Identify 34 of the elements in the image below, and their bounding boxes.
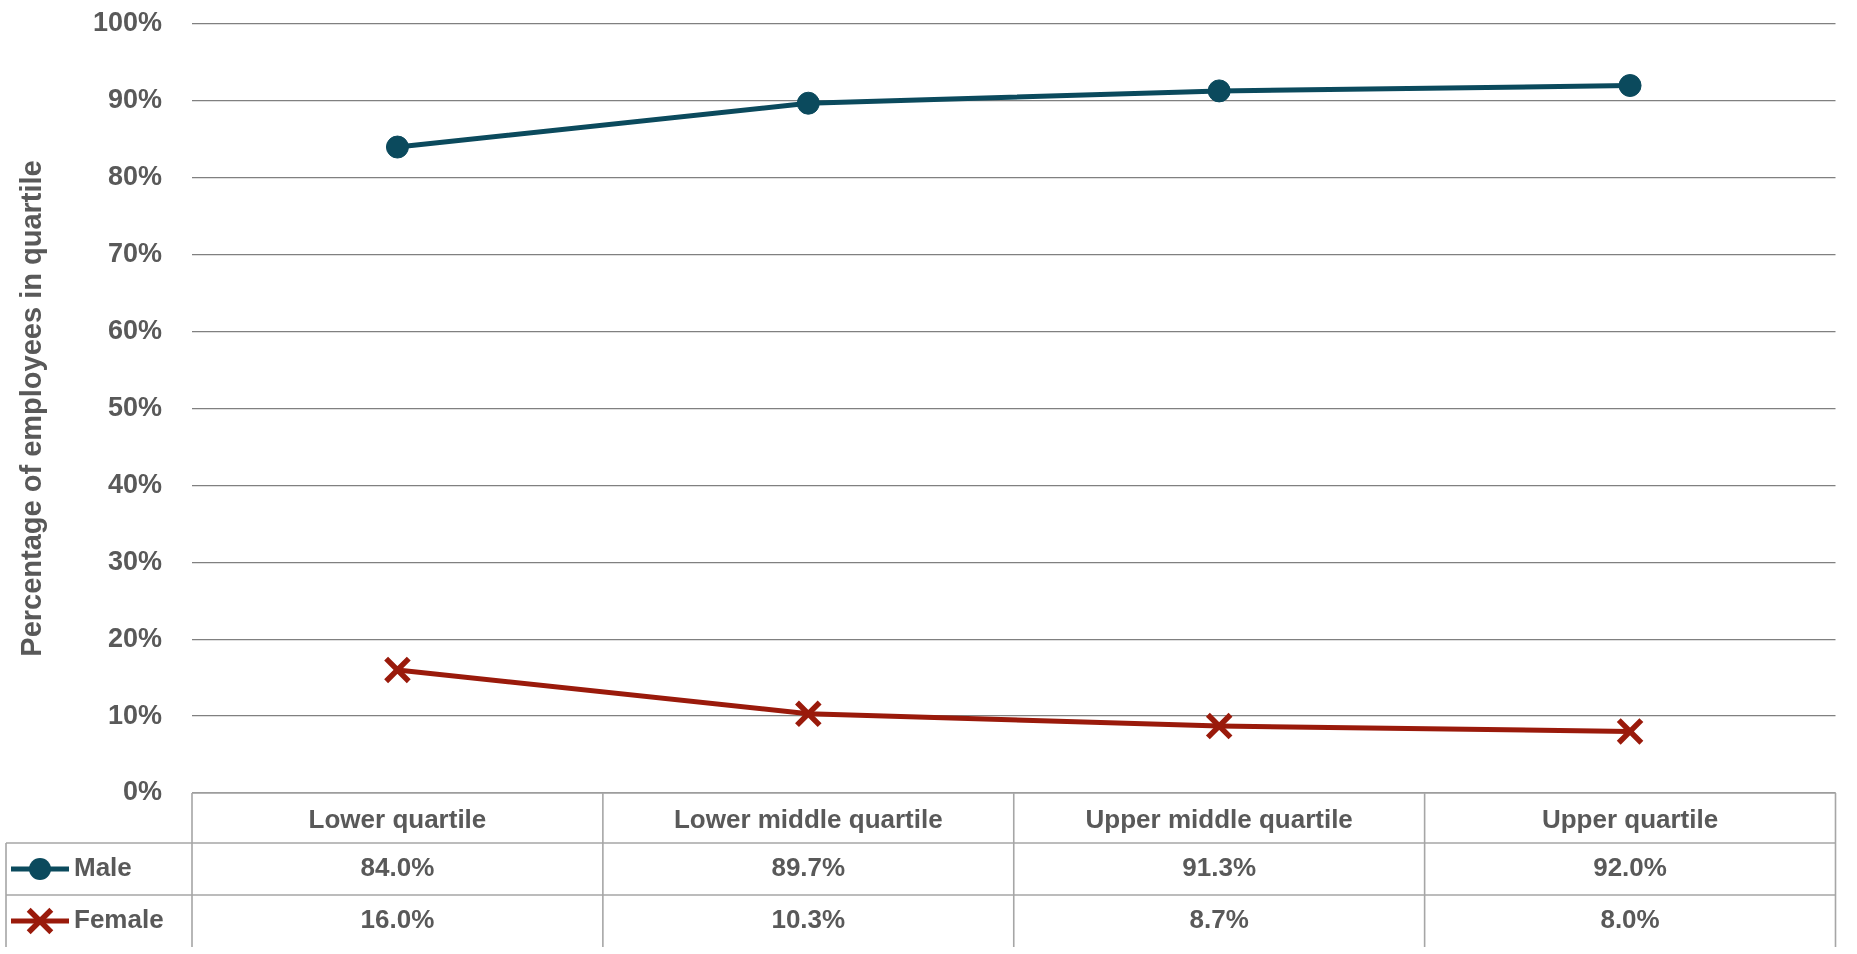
- legend-label: Male: [74, 852, 132, 883]
- point: [385, 135, 409, 159]
- data-label: 16.0%: [360, 904, 435, 935]
- data-label: 10.3%: [771, 904, 846, 935]
- y-tick-label: 10%: [107, 699, 162, 730]
- x-tick-label: Lower quartile: [308, 803, 487, 834]
- data-label: 8.0%: [1600, 904, 1660, 935]
- data-label: 84.0%: [360, 852, 435, 883]
- point: [1618, 74, 1642, 98]
- point: [1207, 79, 1231, 103]
- point: [1616, 717, 1645, 746]
- point: [794, 699, 823, 728]
- y-tick-label: 60%: [107, 315, 162, 346]
- y-tick-label: 40%: [107, 468, 162, 499]
- x-tick-label: Lower middle quartile: [673, 803, 943, 834]
- y-tick-label: 80%: [107, 161, 162, 192]
- y-axis-title: Percentage of employees in quartile: [15, 160, 48, 657]
- x-tick-label: Upper middle quartile: [1085, 803, 1353, 834]
- x-tick-label: Upper quartile: [1541, 803, 1719, 834]
- y-tick-label: 70%: [107, 238, 162, 269]
- y-tick-label: 0%: [122, 776, 162, 807]
- y-tick-label: 90%: [107, 84, 162, 115]
- point: [1205, 712, 1234, 741]
- point: [383, 655, 412, 685]
- y-tick-label: 100%: [92, 7, 162, 38]
- y-tick-label: 50%: [107, 391, 162, 422]
- y-tick-label: 20%: [107, 622, 162, 653]
- legend-label: Female: [74, 904, 164, 935]
- data-label: 8.7%: [1189, 904, 1249, 935]
- point: [796, 91, 820, 115]
- y-tick-label: 30%: [107, 545, 162, 576]
- data-label: 91.3%: [1182, 852, 1257, 883]
- data-label: 92.0%: [1593, 852, 1667, 883]
- data-label: 89.7%: [771, 852, 846, 883]
